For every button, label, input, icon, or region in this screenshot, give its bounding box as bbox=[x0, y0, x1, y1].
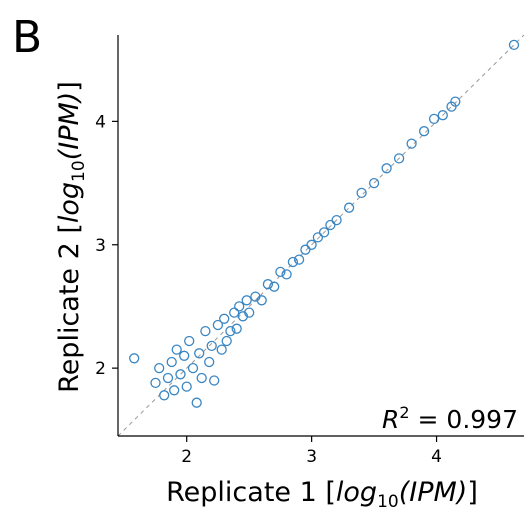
data-point-6 bbox=[169, 385, 180, 396]
data-point-53 bbox=[437, 110, 448, 121]
data-point-8 bbox=[175, 369, 186, 380]
data-point-30 bbox=[244, 307, 255, 318]
data-point-15 bbox=[196, 372, 207, 384]
r-squared-annotation: R2 = 0.997 bbox=[382, 403, 518, 434]
y-tick-label-4: 4 bbox=[95, 112, 106, 132]
data-point-4 bbox=[162, 372, 174, 384]
x-axis-label: Replicate 1 [log10(IPM)] bbox=[166, 477, 478, 509]
data-point-2 bbox=[154, 362, 165, 374]
plot-area bbox=[117, 34, 525, 437]
data-point-46 bbox=[356, 187, 367, 199]
data-point-39 bbox=[300, 244, 311, 255]
data-point-29 bbox=[241, 295, 252, 306]
data-point-14 bbox=[194, 348, 205, 359]
data-point-56 bbox=[508, 39, 520, 51]
data-point-44 bbox=[331, 214, 342, 226]
data-point-47 bbox=[368, 177, 380, 189]
data-point-37 bbox=[287, 256, 299, 268]
data-point-45 bbox=[343, 202, 355, 213]
data-point-51 bbox=[418, 126, 430, 137]
data-point-52 bbox=[428, 113, 440, 125]
x-axis-ticks: 2 3 4 bbox=[181, 436, 442, 467]
y-axis-ticks: 2 3 4 bbox=[95, 112, 118, 379]
data-point-27 bbox=[234, 301, 245, 312]
data-point-18 bbox=[206, 340, 217, 352]
data-point-0 bbox=[129, 353, 140, 364]
data-point-32 bbox=[256, 295, 267, 306]
x-tick-label-4: 4 bbox=[431, 447, 442, 467]
data-point-7 bbox=[171, 344, 182, 355]
data-point-50 bbox=[406, 138, 417, 149]
data-point-40 bbox=[306, 239, 317, 250]
data-point-35 bbox=[275, 266, 286, 278]
y-tick-label-3: 3 bbox=[95, 236, 106, 256]
data-point-21 bbox=[216, 344, 227, 355]
data-point-17 bbox=[204, 356, 215, 368]
data-point-23 bbox=[221, 335, 232, 347]
data-point-43 bbox=[325, 219, 336, 231]
data-point-55 bbox=[450, 96, 461, 107]
data-point-26 bbox=[231, 323, 242, 334]
data-point-33 bbox=[262, 279, 274, 290]
data-point-20 bbox=[212, 319, 224, 331]
data-point-9 bbox=[179, 350, 190, 361]
data-point-13 bbox=[191, 397, 202, 408]
data-point-12 bbox=[187, 362, 199, 374]
data-point-38 bbox=[293, 254, 305, 265]
y-axis-label: Replicate 2 [log10(IPM)] bbox=[54, 81, 89, 393]
x-tick-label-2: 2 bbox=[181, 447, 192, 467]
y-tick-label-2: 2 bbox=[95, 359, 106, 379]
data-point-3 bbox=[159, 390, 170, 401]
x-tick-label-3: 3 bbox=[306, 447, 317, 467]
data-points bbox=[129, 39, 520, 408]
data-point-11 bbox=[184, 335, 195, 347]
data-point-34 bbox=[269, 281, 280, 292]
data-point-19 bbox=[209, 375, 220, 386]
data-point-1 bbox=[150, 377, 161, 389]
identity-line bbox=[117, 34, 525, 437]
data-point-48 bbox=[381, 163, 392, 174]
data-point-5 bbox=[166, 356, 177, 368]
data-point-42 bbox=[318, 227, 330, 238]
data-point-10 bbox=[181, 381, 192, 392]
data-point-16 bbox=[200, 325, 211, 337]
panel-label: B bbox=[12, 12, 42, 63]
data-point-25 bbox=[229, 307, 240, 318]
data-point-22 bbox=[219, 313, 230, 324]
data-point-36 bbox=[281, 269, 292, 280]
data-point-24 bbox=[225, 325, 236, 337]
data-point-41 bbox=[312, 232, 324, 243]
data-point-49 bbox=[393, 153, 405, 164]
